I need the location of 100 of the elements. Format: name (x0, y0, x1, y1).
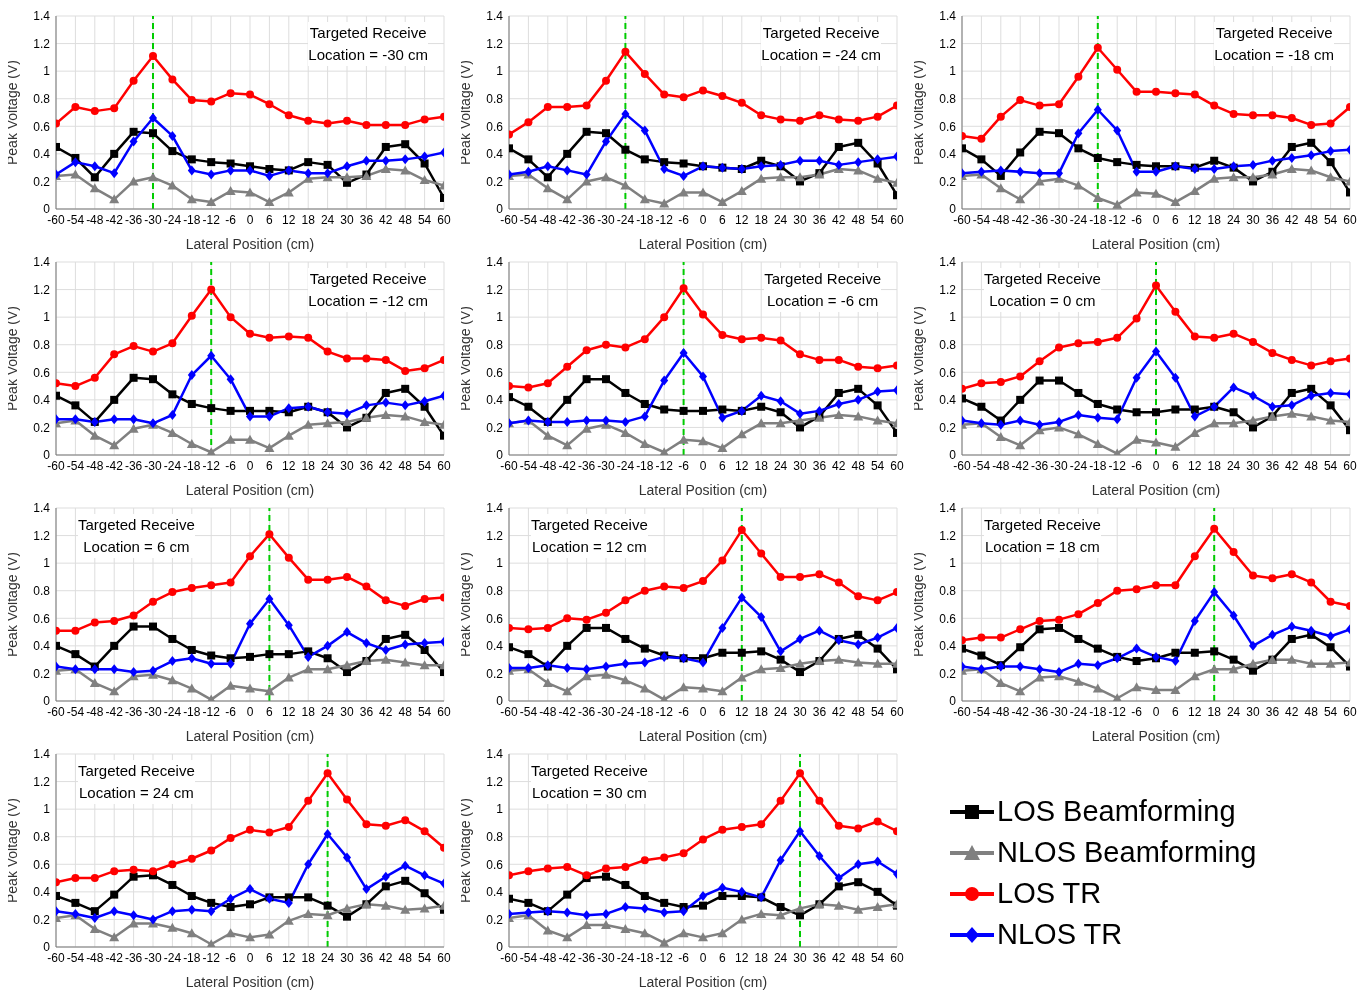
x-axis-title: Lateral Position (cm) (185, 728, 315, 744)
x-tick-label: 54 (417, 950, 432, 965)
x-tick-label: 36 (1265, 458, 1280, 473)
x-tick-label: -36 (1030, 704, 1049, 719)
x-tick-label: 6 (719, 704, 727, 719)
y-tick-label: 1.4 (486, 501, 504, 516)
x-tick-label: 42 (832, 212, 846, 227)
x-tick-label: 24 (320, 458, 335, 473)
y-tick-label: 1.4 (33, 255, 51, 270)
annotation: Location = 12 cm (531, 537, 648, 557)
y-tick-label: 0.6 (33, 365, 51, 380)
x-tick-label: 60 (890, 950, 904, 965)
x-tick-label: -36 (124, 704, 143, 719)
x-tick-label: -36 (577, 458, 596, 473)
x-tick-label: 42 (832, 704, 846, 719)
y-tick-label: 1 (43, 802, 51, 817)
x-tick-label: 60 (890, 458, 904, 473)
x-tick-label: -6 (225, 950, 237, 965)
x-tick-label: 0 (699, 458, 707, 473)
x-tick-label: -48 (992, 212, 1010, 227)
x-tick-label: 0 (1152, 458, 1160, 473)
x-tick-label: 6 (1172, 704, 1180, 719)
x-tick-label: 6 (266, 704, 274, 719)
y-tick-label: 0.4 (486, 147, 504, 162)
y-tick-label: 1.2 (33, 528, 51, 543)
y-tick-label: 0.4 (486, 393, 504, 408)
x-tick-label: -24 (616, 212, 635, 227)
y-tick-label: 1.2 (939, 528, 957, 543)
x-tick-label: -12 (1108, 704, 1127, 719)
x-tick-label: -48 (86, 212, 104, 227)
x-tick-label: 30 (1246, 458, 1260, 473)
x-tick-label: 48 (851, 950, 866, 965)
x-axis-title: Lateral Position (cm) (638, 974, 768, 990)
annotation: Location = 0 cm (988, 291, 1097, 311)
x-tick-label: 18 (754, 458, 769, 473)
annotation: Targeted Receive (764, 269, 881, 289)
x-tick-label: 18 (301, 950, 316, 965)
annotation: Targeted Receive (308, 269, 428, 289)
x-tick-label: -54 (66, 458, 85, 473)
x-tick-label: -24 (163, 212, 182, 227)
x-tick-label: -42 (558, 704, 577, 719)
y-tick-label: 0.8 (33, 829, 51, 844)
x-tick-label: 24 (773, 704, 788, 719)
x-tick-label: 24 (1226, 458, 1241, 473)
x-tick-label: 48 (398, 212, 413, 227)
y-tick-label: 1.2 (486, 774, 504, 789)
x-tick-label: 54 (870, 950, 885, 965)
x-tick-label: 42 (379, 212, 393, 227)
x-tick-label: 54 (870, 458, 885, 473)
x-tick-label: -6 (225, 704, 237, 719)
x-tick-label: -6 (225, 458, 237, 473)
x-axis-title: Lateral Position (cm) (185, 482, 315, 498)
x-tick-label: 24 (320, 950, 335, 965)
annotation: Location = 30 cm (531, 783, 648, 803)
legend-label: NLOS TR (997, 918, 1123, 951)
x-tick-label: 60 (437, 458, 451, 473)
x-axis-title: Lateral Position (cm) (1091, 236, 1221, 252)
x-tick-label: 48 (1304, 458, 1319, 473)
y-tick-label: 0.8 (486, 829, 504, 844)
x-tick-label: 12 (1188, 704, 1202, 719)
x-tick-label: -30 (597, 704, 615, 719)
x-tick-label: 42 (379, 704, 393, 719)
x-tick-label: -30 (144, 212, 162, 227)
x-tick-label: 48 (1304, 212, 1319, 227)
x-tick-label: 54 (1323, 704, 1338, 719)
x-tick-label: -30 (144, 458, 162, 473)
x-tick-label: 54 (417, 458, 432, 473)
x-tick-label: -42 (105, 704, 124, 719)
x-tick-label: 54 (1323, 212, 1338, 227)
y-tick-label: 1.2 (33, 774, 51, 789)
x-tick-label: 42 (1285, 704, 1299, 719)
x-tick-label: -18 (636, 458, 654, 473)
x-tick-label: 48 (851, 458, 866, 473)
x-tick-label: 60 (437, 950, 451, 965)
x-tick-label: -54 (66, 212, 85, 227)
y-tick-label: 0.8 (939, 337, 957, 352)
x-tick-label: 42 (1285, 458, 1299, 473)
x-tick-label: -42 (105, 212, 124, 227)
annotation: Location = 24 cm (78, 783, 195, 803)
x-tick-label: 60 (437, 704, 451, 719)
x-tick-label: 30 (793, 458, 807, 473)
x-tick-label: -42 (558, 212, 577, 227)
y-tick-label: 0.6 (939, 119, 957, 134)
x-tick-label: -48 (539, 950, 557, 965)
y-tick-label: 0.6 (486, 857, 504, 872)
x-tick-label: 30 (793, 950, 807, 965)
y-tick-label: 1 (496, 310, 504, 325)
y-tick-label: 1 (949, 310, 957, 325)
x-axis-title: Lateral Position (cm) (638, 236, 768, 252)
y-tick-label: 0.4 (939, 147, 957, 162)
annotation: Targeted Receive (761, 23, 881, 43)
x-tick-label: -42 (1011, 212, 1030, 227)
x-tick-label: 42 (832, 458, 846, 473)
x-tick-label: -42 (1011, 458, 1030, 473)
y-tick-label: 1 (496, 64, 504, 79)
x-tick-label: -24 (163, 704, 182, 719)
x-tick-label: -18 (636, 212, 654, 227)
annotation: Targeted Receive (1214, 23, 1334, 43)
x-tick-label: -48 (86, 704, 104, 719)
x-tick-label: -12 (655, 950, 674, 965)
